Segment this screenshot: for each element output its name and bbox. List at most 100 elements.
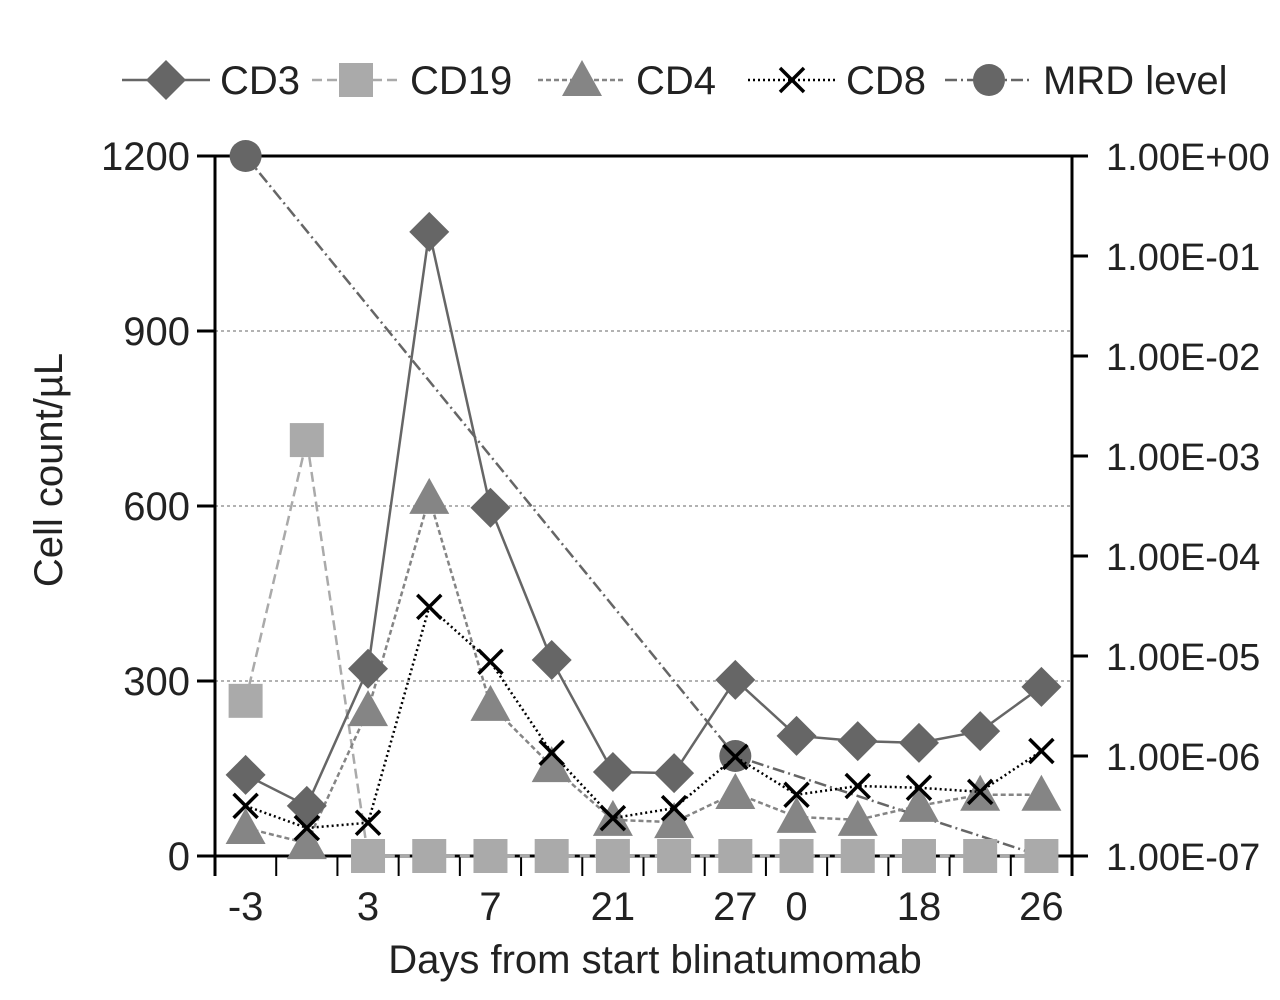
legend-item-cd3: CD3: [122, 59, 300, 103]
y2-tick-label: 1.00E-07: [1106, 837, 1260, 879]
data-point-cd19: [840, 839, 875, 873]
data-point-cd19: [534, 839, 569, 873]
data-point-cd8: [1028, 737, 1055, 765]
data-point-cd3: [1021, 666, 1062, 707]
data-point-cd3: [470, 487, 511, 528]
y-tick-label: 1200: [101, 135, 190, 179]
data-point-cd3: [348, 648, 389, 689]
data-point-cd4: [654, 802, 695, 839]
data-point-cd8: [293, 814, 321, 842]
data-point-cd8: [966, 778, 994, 806]
data-point-cd3: [960, 711, 1001, 752]
data-point-cd4: [409, 477, 450, 514]
x-tick-label: 0: [785, 885, 807, 929]
x-tick-label: 21: [591, 885, 636, 929]
gridlines: [215, 330, 1072, 682]
data-point-cd3: [225, 754, 266, 795]
legend-label: CD3: [220, 59, 300, 103]
data-point-cd19: [289, 423, 324, 458]
y2-tick-label: 1.00E-02: [1106, 337, 1260, 379]
data-point-cd3: [592, 752, 633, 792]
data-point-cd19: [595, 839, 630, 873]
data-point-cd8: [783, 781, 810, 808]
series-cd19: [228, 423, 1059, 873]
y2-tick-label: 1.00E-01: [1106, 237, 1260, 279]
data-point-cd4: [715, 773, 756, 809]
x-tick-label: 27: [713, 885, 758, 929]
data-point-cd3: [286, 785, 327, 826]
x-axis-label: Days from start blinatumomab: [388, 938, 922, 982]
y-tick-label: 600: [123, 485, 190, 529]
data-point-cd8: [416, 593, 443, 621]
y-tick-label: 300: [123, 660, 190, 704]
data-point-cd19: [351, 839, 386, 873]
legend-marker-cd3: [146, 60, 186, 100]
legend-item-cd8: CD8: [748, 59, 926, 103]
data-point-cd8: [354, 809, 382, 836]
data-point-cd19: [1024, 839, 1059, 873]
data-point-cd3: [715, 659, 756, 700]
data-point-cd8: [844, 772, 871, 800]
data-point-cd8: [722, 743, 749, 771]
legend-item-mrd-level: MRD level: [945, 59, 1227, 103]
series-cd3: [225, 211, 1062, 826]
data-point-cd8: [660, 794, 688, 822]
series-cd8: [232, 593, 1055, 842]
legend-label: CD4: [636, 59, 716, 103]
legend-marker-cd4: [562, 60, 602, 96]
data-point-cd4: [225, 808, 266, 844]
data-point-cd4: [348, 690, 389, 727]
x-tick-label: 26: [1019, 885, 1064, 929]
y2-tick-label: 1.00E-05: [1106, 637, 1260, 679]
legend-label: CD19: [410, 59, 512, 103]
legend-label: CD8: [846, 59, 926, 103]
data-point-cd3: [654, 753, 695, 794]
legend-item-cd4: CD4: [538, 59, 716, 103]
data-point-cd8: [538, 739, 565, 766]
data-point-cd8: [232, 792, 259, 820]
series-layer: [225, 140, 1062, 873]
legend-marker-cd19: [339, 63, 373, 97]
y2-tick-label: 1.00E+00: [1106, 137, 1270, 179]
legend-marker-cd8: [778, 66, 806, 94]
data-point-cd4: [1021, 774, 1062, 811]
data-point-cd19: [412, 839, 447, 873]
data-point-cd4: [531, 746, 572, 783]
y2-tick-label: 1.00E-06: [1106, 737, 1260, 779]
data-point-cd19: [473, 839, 508, 873]
data-point-mrd-level: [229, 140, 262, 172]
data-point-cd8: [599, 804, 627, 832]
data-point-cd3: [898, 722, 939, 763]
data-point-cd19: [718, 839, 753, 873]
data-point-cd3: [837, 721, 878, 762]
data-point-cd8: [477, 648, 504, 675]
data-point-cd4: [286, 823, 327, 860]
legend: CD3 CD19 CD4 CD8 MRD level: [122, 59, 1227, 103]
data-point-cd3: [776, 715, 817, 756]
legend-marker-mrd-level: [973, 64, 1005, 96]
legend-label: MRD level: [1043, 59, 1227, 103]
data-point-cd4: [776, 796, 817, 833]
data-point-cd4: [470, 684, 511, 721]
y-tick-label: 900: [123, 310, 190, 354]
x-tick-label: 7: [479, 885, 501, 929]
x-tick-label: 18: [897, 885, 942, 929]
data-point-cd19: [779, 839, 814, 873]
data-point-cd4: [837, 799, 878, 836]
legend-item-cd19: CD19: [312, 59, 512, 103]
data-point-cd19: [228, 683, 263, 718]
x-tick-label: 3: [357, 885, 379, 929]
data-point-cd19: [963, 839, 998, 873]
data-point-cd4: [898, 785, 939, 822]
data-point-cd19: [901, 839, 936, 873]
y-axis-label: Cell count/µL: [27, 353, 71, 587]
y2-tick-label: 1.00E-03: [1106, 437, 1260, 479]
data-point-cd3: [409, 211, 450, 252]
y2-tick-label: 1.00E-04: [1106, 537, 1260, 579]
data-point-cd8: [905, 774, 933, 801]
data-point-cd19: [657, 839, 692, 873]
y-tick-label: 0: [168, 835, 190, 879]
data-point-cd3: [531, 640, 572, 680]
axes: 0 300 600 900 1200 1.00E-07 1.00E-06 1.00E-05 1.…: [101, 135, 1270, 929]
